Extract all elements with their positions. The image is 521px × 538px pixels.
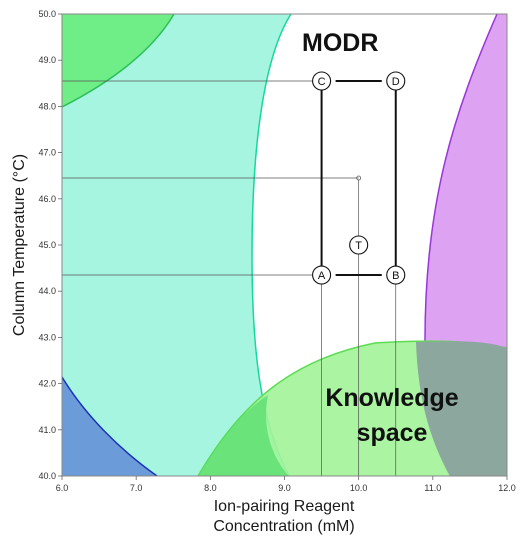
region-green-topleft [62,14,174,107]
x-tick-label: 12.0 [498,483,516,493]
y-tick-label: 46.0 [38,194,56,204]
y-tick-label: 50.0 [38,9,56,19]
y-axis-label: Column Temperature (°C) [11,154,28,336]
y-tick-label: 44.0 [38,286,56,296]
y-tick-label: 41.0 [38,425,56,435]
y-tick-label: 49.0 [38,55,56,65]
modr-label: MODR [302,29,378,57]
y-tick-label: 48.0 [38,101,56,111]
design-points: A B C D T [312,71,406,285]
x-tick-label: 11.0 [424,483,441,493]
point-label-a: A [318,270,326,282]
region-overlap-green [198,395,289,476]
x-tick-label: 6.0 [56,483,69,493]
x-tick-label: 8.0 [204,483,217,493]
contour-regions [62,14,507,476]
region-overlap [416,341,507,476]
knowledge-space-label-line1: Knowledge [325,384,458,412]
point-marker-b [386,265,406,285]
reference-lines [62,79,397,476]
point-marker-d [386,71,406,91]
x-tick-label: 10.0 [350,483,368,493]
region-blue-bottomleft-edge [62,376,158,476]
point-label-d: D [392,76,400,88]
y-tick-label: 47.0 [38,148,56,158]
x-tick-label: 7.0 [130,483,143,493]
x-axis-label-line1: Ion-pairing Reagent [214,498,355,515]
point-marker-c [312,71,332,91]
y-tick-label: 45.0 [38,240,56,250]
x-tick-label: 9.0 [278,483,291,493]
axis-ticks: 40.0 41.0 42.0 43.0 44.0 45.0 46.0 47.0 48.0 49.0… [38,9,515,493]
y-tick-label: 43.0 [38,332,56,342]
region-blue-bottomleft [62,377,157,476]
knowledge-space-label-line2: space [357,419,428,447]
point-marker-t [349,235,369,255]
y-tick-label: 40.0 [38,471,56,481]
point-label-c: C [318,76,326,88]
point-label-b: B [392,270,399,282]
region-cyan [62,14,291,476]
x-axis-label-line2: Concentration (mM) [213,518,354,535]
region-green-topleft-edge [62,14,175,108]
point-marker-a [312,265,332,285]
point-label-t: T [355,240,362,252]
y-tick-label: 42.0 [38,379,56,389]
